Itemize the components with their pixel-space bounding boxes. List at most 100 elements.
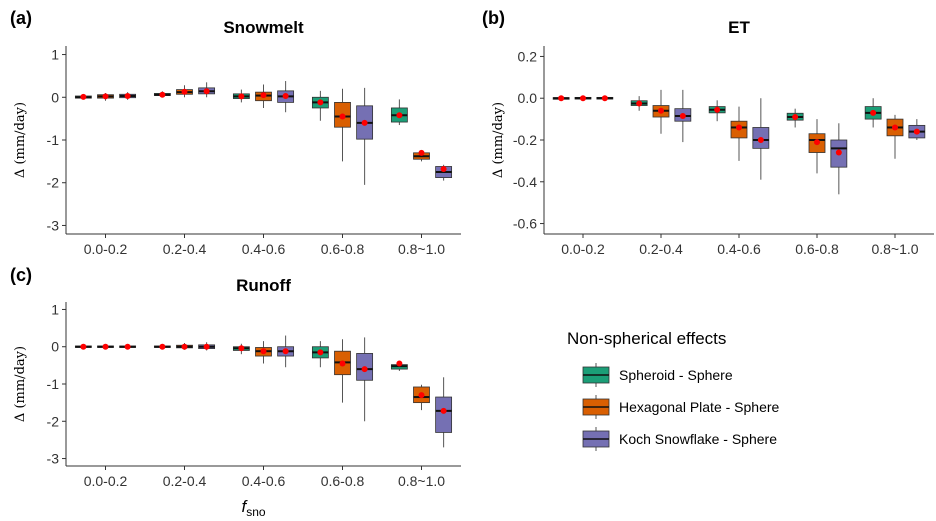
mean-marker [339,360,346,367]
mean-marker [361,366,368,373]
box-plot [97,343,114,350]
y-tick-label: 0.0 [518,90,538,106]
x-axis-label: fsno [241,497,265,519]
box-plot [752,98,770,180]
mean-marker [418,392,425,399]
mean-marker [396,112,403,119]
chart-title: Snowmelt [223,18,304,37]
box-plot [652,89,670,134]
box-plot [277,335,295,368]
y-tick-label: -1 [47,376,60,392]
panel-tag: (a) [10,8,32,28]
chart-title: ET [728,18,750,37]
box-plot [153,343,171,350]
y-tick-label: -2 [47,413,60,429]
box-plot [255,84,272,108]
x-tick-label: 0.8~1.0 [398,241,445,257]
x-tick-label: 0.2-0.4 [163,473,207,489]
box-plot [198,82,216,98]
box-plot [97,93,114,101]
box-plot [334,88,351,162]
box-plot [232,343,250,355]
legend: Non-spherical effects Spheroid - Sphere He… [567,329,780,451]
mean-marker [181,343,188,350]
box-plot [864,98,882,128]
mean-marker [260,92,267,99]
y-tick-label: -3 [47,451,60,467]
mean-marker [892,124,898,131]
box-plot [153,91,171,98]
box-plot [311,90,329,121]
panel-tag: (c) [10,265,32,285]
mean-marker [361,119,368,126]
box-plot [176,343,193,350]
chart-title: Runoff [236,276,291,295]
y-tick-label: 1 [51,47,59,63]
x-tick-label: 0.8~1.0 [871,241,918,257]
y-tick-label: 0 [51,339,59,355]
box-plot [277,81,295,113]
mean-marker [102,93,109,100]
x-tick-label: 0.8~1.0 [398,473,445,489]
box-plot [630,96,648,111]
box-plot [356,337,374,422]
y-tick-label: -0.6 [513,216,537,232]
y-tick-label: 0.2 [518,48,538,64]
mean-marker [203,88,210,95]
box-plot [574,95,592,102]
mean-marker [317,349,324,356]
box-plot [808,119,826,174]
y-tick-label: 1 [51,301,59,317]
x-tick-label: 0.6-0.8 [795,241,839,257]
mean-marker [80,343,87,350]
y-tick-label: 0 [51,89,59,105]
box-plot [255,341,272,364]
box-plot [708,100,726,122]
x-tick-label: 0.0-0.2 [84,473,128,489]
mean-marker [440,407,447,414]
mean-marker [396,360,403,367]
mean-marker [203,343,210,350]
y-tick-label: -2 [47,175,60,191]
box-plot [198,342,216,351]
legend-key [582,395,610,419]
box-plot [74,93,92,100]
box-body [435,396,453,433]
box-plot [390,99,408,126]
y-tick-label: -1 [47,132,60,148]
box-plot [119,343,137,350]
mean-marker [260,348,267,355]
mean-marker [317,99,324,106]
mean-marker [339,113,346,120]
panel-runoff: (c) Runoff -3 -2 -1 0 1 0.0-0.2 0.2-0.4 0.4-0.6 0.… [10,265,461,519]
box-plot [413,384,430,411]
x-axis-label-subscript: sno [246,505,266,519]
legend-key [582,363,610,387]
x-tick-label: 0.6-0.8 [321,241,365,257]
panel-et: (b) ET -0.6 -0.4 -0.2 0.0 0.2 0.0-0.2 0.2-0.4 0.4… [482,8,934,257]
x-tick-label: 0.6-0.8 [321,473,365,489]
box-plot [674,89,692,143]
x-tick-label: 0.0-0.2 [84,241,128,257]
y-axis-label: Δ (mm/day) [13,102,28,178]
y-tick-label: -3 [47,217,60,233]
mean-marker [238,345,245,352]
mean-marker [282,348,289,355]
x-tick-label: 0.0-0.2 [561,241,605,257]
x-tick-label: 0.4-0.6 [242,473,286,489]
mean-marker [870,109,877,116]
box-plot [74,343,92,350]
y-tick-label: -0.4 [513,174,537,190]
y-axis-label: Δ (mm/day) [13,346,28,422]
box-plot [232,89,250,103]
legend-label: Hexagonal Plate - Sphere [619,399,780,415]
box-plot [552,95,570,102]
mean-marker [124,92,131,99]
box-plot [176,85,193,98]
box-plot [334,339,351,403]
mean-marker [238,93,245,100]
box-plot [435,377,453,448]
y-tick-label: -0.2 [513,132,537,148]
box-plot [311,341,329,368]
panel-snowmelt: (a) Snowmelt -3 -2 -1 0 1 0.0-0.2 0.2-0.4 0.4-0.6… [10,8,461,257]
